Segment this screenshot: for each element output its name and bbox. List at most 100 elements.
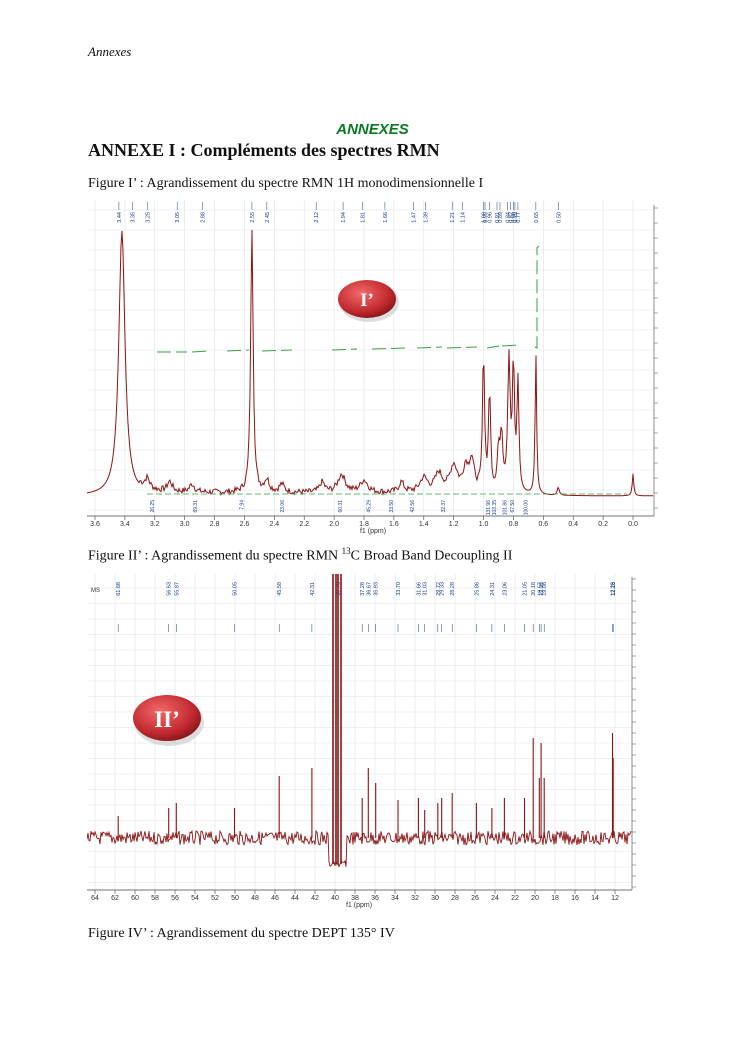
figure2-peak-label: 45.58 [277,582,283,596]
figure2-x-tick-label: 56 [171,895,179,902]
figure2-peak-label: 29.33 [440,582,446,596]
figure2-x-axis: 64 62 60 58 56 54 52 50 48 46 44 42 40 38 36 34 32 30 28 26… [91,890,619,902]
figure2-caption: Figure II’ : Agrandissement du spectre R… [88,546,513,564]
figure2-x-tick-label: 46 [271,895,279,902]
figure1-spectrum: 3.44 3.35 3.25 3.05 2.88 2.55 2.45 2.12 1.94 1.81… [87,200,659,536]
figure2-x-tick-label: 50 [231,895,239,902]
figure2-peak-label: 12.25 [611,582,617,596]
figure2-peak-label: 19.57 [537,582,543,596]
figure2-x-tick-label: 20 [531,895,539,902]
figure2-spectrum: MS 61.68 56.63 55.87 50.05 45.58 42.31 39.70 37… [87,574,659,910]
figure2-x-tick-label: 26 [471,895,479,902]
figure2-x-tick-label: 44 [291,895,299,902]
figure2-peak-label: 19.39 [539,582,545,596]
figure2-peak-label: 12.18 [611,582,617,596]
figure1-integral-label: 33.50 [389,500,395,513]
running-header: Annexes [88,44,132,59]
figure1-peak-label: 0.89 [498,212,504,223]
figure2-corner-label: MS [91,588,100,594]
annex-title: ANNEXE I : Compléments des spectres RMN [88,140,440,160]
figure2-spectrum-trace [87,829,632,868]
figure1-peak-label: 1.14 [461,212,467,223]
figure1-peak-label: 0.80 [511,212,517,223]
figure2-x-tick-label: 40 [331,895,339,902]
figure1-peak-label: 0.99 [483,212,489,223]
figure1-integral-label: 103.35 [492,500,498,516]
figure1-x-tick-label: 2.6 [240,521,250,528]
figure2-x-tick-label: 12 [611,895,619,902]
figure1-x-tick-label: 0.2 [598,521,608,528]
figure2-peak-label: 39.70 [336,582,342,596]
figure1-peak-label: 2.55 [250,212,256,223]
figure1-peak-label: 1.21 [450,212,456,223]
figure1-integral-label: 42.56 [410,500,416,513]
figure1-integral-curve [157,245,540,353]
figure1-caption: Figure I’ : Agrandissement du spectre RM… [88,176,484,191]
figure2-peak-label: 33.70 [396,582,402,596]
figure1-peak-label: 1.39 [423,212,429,223]
figure1-peak-label: 0.65 [534,212,540,223]
figure1-axis-label: f1 (ppm) [360,528,386,535]
figure1-x-tick-label: 0.8 [509,521,519,528]
figure1-integral-label: 7.94 [239,500,245,510]
figure1-x-tick-label: 1.2 [449,521,459,528]
figure2-x-tick-label: 38 [351,895,359,902]
figure1-x-tick-label: 2.0 [329,521,339,528]
figure2-x-tick-label: 28 [451,895,459,902]
figure1-x-tick-label: 2.4 [269,521,279,528]
figure2-peak-label: 20.18 [531,582,537,596]
figure1-integral-labels: 26.25 69.31 7.94 23.06 60.31 45.29 33.50 42.56 3… [150,500,530,516]
figure1-x-tick-label: 3.6 [90,521,100,528]
figure3-caption: Figure IV’ : Agrandissement du spectre D… [88,926,395,941]
figure1-x-tick-label: 3.0 [180,521,190,528]
figure2-x-tick-label: 58 [151,895,159,902]
figure1-peak-label: 0.84 [505,212,511,223]
figure2-peak-label: 56.63 [167,582,173,596]
figure1-peak-label: 2.88 [201,212,207,223]
figure2-x-tick-label: 54 [191,895,199,902]
figure2-x-tick-label: 18 [551,895,559,902]
figure1-peak-label: 0.77 [516,212,522,223]
figure2-peak-label: 35.93 [374,582,380,596]
figure1-peak-label: 1.00 [482,212,488,223]
figure2-x-tick-label: 42 [311,895,319,902]
figure1-x-tick-label: 3.2 [150,521,160,528]
figure1-peak-label: 0.91 [495,212,501,223]
figure2-axis-label: f1 (ppm) [346,902,372,909]
figure2-peak-label: 24.31 [490,582,496,596]
svg-text:I’: I’ [360,290,374,311]
figure1-integral-label: 60.31 [338,500,344,513]
figure2-peak-label: 61.68 [116,582,122,596]
figure2-x-tick-label: 30 [431,895,439,902]
figure2-peak-label: 36.67 [366,582,372,596]
figure2-peak-label: 42.31 [310,582,316,596]
figure2-x-tick-label: 24 [491,895,499,902]
figure1-integral-label: 69.31 [193,500,199,513]
figure2-x-tick-label: 16 [571,895,579,902]
figure1-peak-label: 0.50 [556,212,562,223]
figure1-peak-label: 1.81 [361,212,367,223]
figure2-peak-label: 29.72 [436,582,442,596]
figure2-x-tick-label: 62 [111,895,119,902]
figure2-peak-label: 37.28 [360,582,366,596]
figure2-x-tick-label: 34 [391,895,399,902]
figure1-peak-label: 0.82 [508,212,514,223]
figure1-peak-label: 1.47 [411,212,417,223]
figure1-peak-label: 2.12 [314,212,320,223]
figure2-x-tick-label: 22 [511,895,519,902]
figure1-integral-label: 100.00 [523,500,529,516]
figure2-peak-label: 31.66 [416,582,422,596]
figure2-peak-label: 23.06 [502,582,508,596]
figure1-integral-label: 23.06 [280,500,286,513]
figure2-peak-label: 19.08 [542,582,548,596]
figure2-peak-label: 21.05 [523,582,529,596]
figure1-x-tick-label: 0.6 [538,521,548,528]
figure2-peak-labels: 61.68 56.63 55.87 50.05 45.58 42.31 39.70 37.28… [116,582,617,632]
svg-text:II’: II’ [154,707,180,732]
figure2-x-tick-label: 32 [411,895,419,902]
figure1-peak-label: 1.94 [341,212,347,223]
figure1-peak-label: 3.44 [117,212,123,223]
figure1-peak-labels: 3.44 3.35 3.25 3.05 2.88 2.55 2.45 2.12 1.94 1.81… [117,202,562,223]
figure1-integral-label: 32.37 [441,500,447,513]
figure1-spectrum-trace [87,229,653,497]
